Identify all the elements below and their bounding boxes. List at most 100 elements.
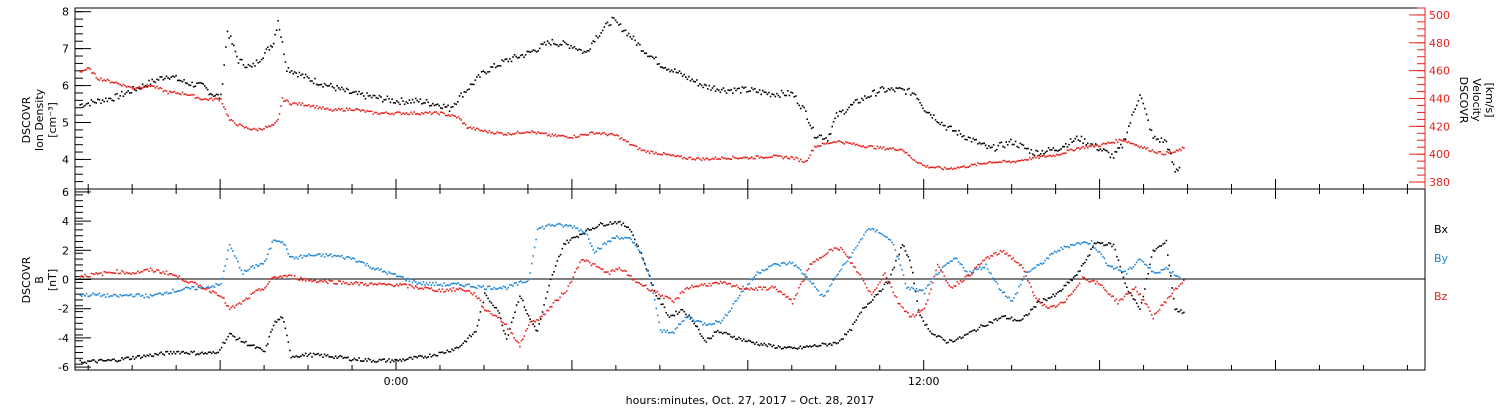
velocity-point xyxy=(934,167,937,169)
bz-point xyxy=(156,269,158,271)
by-point xyxy=(180,289,182,292)
bx-point xyxy=(505,338,508,340)
bz-point xyxy=(492,314,494,317)
bx-point xyxy=(435,354,437,357)
velocity-point xyxy=(619,138,621,140)
bx-point xyxy=(735,338,737,340)
by-point xyxy=(1023,275,1025,278)
density-point xyxy=(884,91,886,93)
by-point xyxy=(627,237,629,239)
velocity-point xyxy=(922,164,924,166)
bx-point xyxy=(525,309,527,311)
bz-point xyxy=(430,287,433,289)
density-point xyxy=(1107,151,1110,154)
velocity-point xyxy=(341,108,343,110)
by-point xyxy=(771,264,773,266)
velocity-point xyxy=(283,100,285,103)
bx-point xyxy=(476,324,479,327)
bz-point xyxy=(1174,287,1177,289)
density-point xyxy=(586,49,589,52)
velocity-point xyxy=(1124,140,1127,142)
by-point xyxy=(1111,265,1114,268)
by-point xyxy=(970,272,973,274)
velocity-point xyxy=(444,114,447,117)
bz-point xyxy=(1144,302,1146,305)
bx-point xyxy=(413,355,415,358)
velocity-point xyxy=(643,149,646,152)
by-point xyxy=(1079,243,1082,246)
density-point xyxy=(1035,149,1037,152)
density-point xyxy=(812,126,814,129)
bx-point xyxy=(779,346,781,348)
by-point xyxy=(253,267,256,269)
bz-point xyxy=(355,281,357,283)
by-point xyxy=(1129,266,1131,269)
velocity-point xyxy=(969,165,971,167)
bz-point xyxy=(905,310,908,313)
bz-point xyxy=(436,290,439,293)
velocity-point xyxy=(424,111,426,114)
bz-point xyxy=(284,274,286,277)
velocity-point xyxy=(913,159,916,162)
velocity-point xyxy=(281,97,284,99)
by-point xyxy=(838,270,841,273)
density-point xyxy=(81,103,83,105)
by-point xyxy=(790,262,792,265)
bz-point xyxy=(711,282,714,285)
bz-point xyxy=(1120,298,1122,300)
bx-point xyxy=(791,347,794,350)
density-point xyxy=(199,81,201,84)
density-point xyxy=(928,111,930,114)
density-point xyxy=(181,80,184,83)
velocity-point xyxy=(1156,152,1158,155)
bx-point xyxy=(900,247,902,249)
velocity-point xyxy=(1118,138,1120,141)
velocity-point xyxy=(639,147,641,149)
velocity-point xyxy=(722,157,725,159)
velocity-point xyxy=(658,153,660,155)
bz-point xyxy=(633,278,636,281)
velocity-point xyxy=(846,141,849,144)
by-point xyxy=(106,293,109,295)
bx-point xyxy=(1160,245,1163,247)
velocity-point xyxy=(871,145,874,147)
by-point xyxy=(1055,251,1058,254)
density-point xyxy=(752,88,755,91)
velocity-point xyxy=(710,158,712,161)
bx-point xyxy=(647,269,649,272)
by-point xyxy=(711,323,714,325)
velocity-point xyxy=(325,107,327,110)
velocity-point xyxy=(948,168,951,170)
bx-point xyxy=(986,324,989,326)
bx-point xyxy=(1167,254,1169,256)
density-point xyxy=(148,79,150,82)
velocity-point xyxy=(818,145,821,147)
bx-point xyxy=(184,352,186,354)
by-point xyxy=(1010,299,1012,302)
by-point xyxy=(394,273,396,275)
bz-point xyxy=(319,280,321,282)
by-point xyxy=(614,237,616,239)
velocity-point xyxy=(181,91,184,94)
velocity-point xyxy=(754,157,756,160)
bz-point xyxy=(697,285,699,288)
velocity-point xyxy=(853,142,855,144)
bz-point xyxy=(751,288,754,290)
bz-point xyxy=(753,289,755,291)
by-point xyxy=(982,266,984,269)
bx-point xyxy=(683,310,686,313)
bz-point xyxy=(579,261,581,264)
bz-point xyxy=(823,254,826,257)
density-point xyxy=(611,16,614,19)
velocity-point xyxy=(582,134,585,136)
bx-point xyxy=(1065,284,1067,287)
by-point xyxy=(90,294,93,296)
density-point xyxy=(562,40,565,42)
bz-point xyxy=(531,320,533,323)
velocity-point xyxy=(1091,144,1094,146)
bx-point xyxy=(283,321,285,323)
bz-point xyxy=(750,287,752,289)
by-point xyxy=(605,243,607,246)
by-point xyxy=(868,227,870,230)
density-point xyxy=(259,60,261,63)
